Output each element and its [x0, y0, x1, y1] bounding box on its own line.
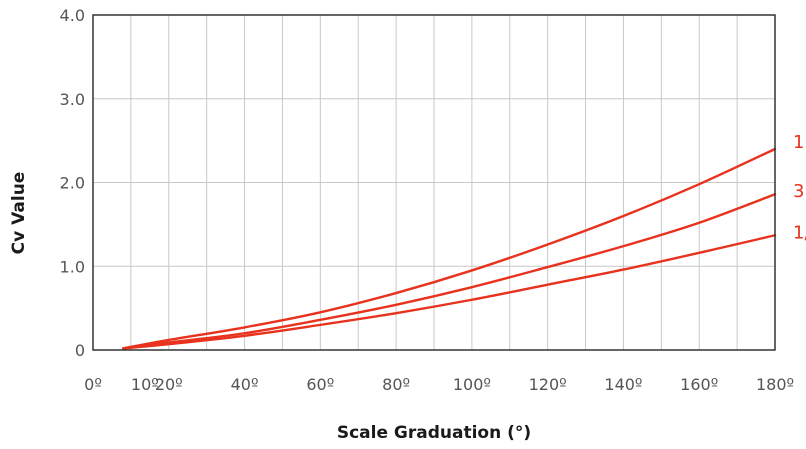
x-tick-label: 60º: [306, 375, 334, 394]
y-tick-label: 4.0: [60, 6, 85, 25]
x-tick-label: 20º: [155, 375, 183, 394]
y-axis-title: Cv Value: [9, 172, 29, 255]
x-tick-label: 140º: [604, 375, 642, 394]
x-axis-title: Scale Graduation (°): [337, 423, 531, 443]
y-tick-label: 2.0: [60, 174, 85, 193]
series-label-3: 1/: [793, 222, 806, 243]
y-tick-label: 1.0: [60, 257, 85, 276]
series-line-3: [122, 234, 777, 350]
x-tick-label: 10º: [131, 375, 159, 394]
x-tick-label: 80º: [382, 375, 410, 394]
x-axis-ticks: 0º 20º 40º 60º 80º 100º 120º 140º 160º 180º 10º: [84, 375, 794, 394]
series-label-2: 3: [793, 181, 804, 202]
x-tick-label: 120º: [529, 375, 567, 394]
x-tick-label: 100º: [453, 375, 491, 394]
y-tick-label: 3.0: [60, 90, 85, 109]
y-axis-ticks: 0 1.0 2.0 3.0 4.0: [60, 6, 85, 360]
series-labels: 1 3 1/: [793, 132, 806, 243]
series-lines: [122, 147, 777, 350]
x-tick-label: 40º: [231, 375, 259, 394]
series-label-1: 1: [793, 132, 804, 153]
x-tick-label: 160º: [680, 375, 718, 394]
plot-frame: [92, 14, 776, 351]
series-line-1: [122, 147, 777, 350]
x-tick-label: 180º: [756, 375, 794, 394]
grid: [93, 15, 775, 350]
series-line-2: [122, 193, 777, 350]
y-tick-label: 0: [75, 341, 85, 360]
x-tick-label: 0º: [84, 375, 102, 394]
